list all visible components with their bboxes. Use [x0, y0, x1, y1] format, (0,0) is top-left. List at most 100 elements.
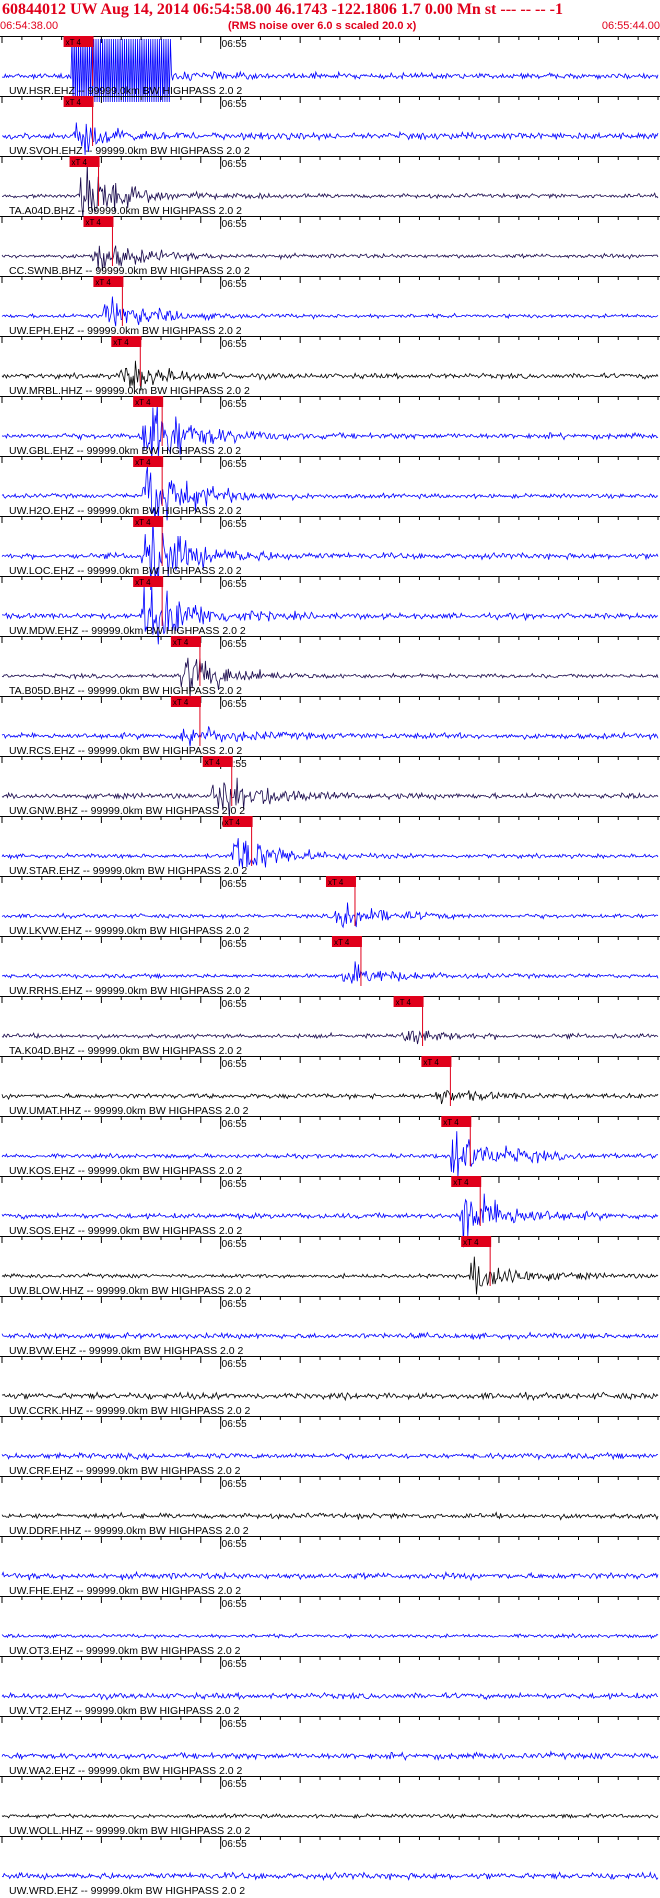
waveform — [1, 162, 659, 217]
pick-label: xT 4 — [334, 938, 350, 947]
pick-flag — [133, 516, 164, 527]
pick-flag — [325, 876, 356, 887]
minute-marker-label: 06:55 — [222, 1179, 247, 1190]
pick-flag — [222, 816, 253, 827]
trace-row: 06:55 xT 4 UW.SOS.EHZ -- 99999.0km BW HIGH… — [0, 1176, 660, 1248]
minute-marker-label: 06:55 — [222, 219, 247, 230]
pick-label: xT 4 — [135, 578, 151, 587]
pick-flag — [441, 1116, 472, 1127]
trace-row: 06:55 UW.BVW.EHZ -- 99999.0km BW HIGHPASS… — [0, 1296, 660, 1357]
station-label: UW.KOS.EHZ -- 99999.0km BW HIGHPASS 2.0 … — [9, 1165, 242, 1177]
station-label: UW.WA2.EHZ -- 99999.0km BW HIGHPASS 2.0 … — [9, 1765, 243, 1777]
minute-marker-label: 06:55 — [222, 459, 247, 470]
minute-marker-label: 06:55 — [222, 759, 247, 770]
pick-flag — [63, 36, 94, 47]
pick-label: xT 4 — [66, 38, 82, 47]
station-label: UW.WRD.EHZ -- 99999.0km BW HIGHPASS 2.0 … — [9, 1885, 245, 1897]
pick-flag — [93, 276, 124, 287]
station-label: UW.SVOH.EHZ -- 99999.0km BW HIGHPASS 2.0… — [9, 145, 250, 157]
waveform — [1, 1331, 659, 1341]
minute-marker-label: 06:55 — [222, 1239, 247, 1250]
waveform — [1, 777, 659, 818]
waveform — [1, 1451, 658, 1461]
station-label: UW.BLOW.HHZ -- 99999.0km BW HIGHPASS 2.0… — [9, 1285, 251, 1297]
waveform — [1, 584, 659, 645]
minute-marker-label: 06:55 — [222, 1419, 247, 1430]
waveform — [1, 1812, 659, 1820]
minute-marker-label: 06:55 — [222, 1359, 247, 1370]
minute-marker-label: 06:55 — [222, 1539, 247, 1550]
waveform — [1, 902, 659, 929]
minute-marker-label: 06:55 — [222, 1719, 247, 1730]
pick-label: xT 4 — [173, 698, 189, 707]
trace-row: 06:55 xT 4 UW.RCS.EHZ -- 99999.0km BW HIGH… — [0, 696, 660, 757]
minute-marker-label: 06:55 — [222, 1659, 247, 1670]
minute-marker-label: 06:55 — [222, 1299, 247, 1310]
pick-flag — [170, 696, 201, 707]
minute-marker-label: 06:55 — [222, 879, 247, 890]
pick-flag — [83, 216, 114, 227]
minute-marker-label: 06:55 — [222, 1059, 247, 1070]
pick-flag — [133, 576, 164, 587]
trace-row: 06:55 UW.WRD.EHZ -- 99999.0km BW HIGHPASS… — [0, 1836, 660, 1897]
pick-label: xT 4 — [423, 1058, 439, 1067]
station-label: UW.FHE.EHZ -- 99999.0km BW HIGHPASS 2.0 … — [9, 1585, 241, 1597]
trace-row: 06:55 UW.WA2.EHZ -- 99999.0km BW HIGHPASS… — [0, 1716, 660, 1777]
pick-flag — [63, 96, 94, 107]
waveform — [1, 1871, 659, 1882]
trace-row: 06:55 xT 4 UW.KOS.EHZ -- 99999.0km BW HIGH… — [0, 1116, 660, 1178]
plot-header: 60844012 UW Aug 14, 2014 06:54:58.00 46.… — [0, 0, 660, 38]
station-label: UW.GNW.BHZ -- 99999.0km BW HIGHPASS 2.0 … — [9, 805, 245, 817]
trace-row: 06:55 UW.FHE.EHZ -- 99999.0km BW HIGHPASS… — [0, 1536, 660, 1597]
waveform — [1, 1570, 659, 1582]
waveform — [1, 1632, 659, 1640]
pick-label: xT 4 — [225, 818, 241, 827]
trace-row: 06:55 xT 4 TA.A04D.BHZ -- 99999.0km BW HIG… — [0, 156, 660, 217]
waveform — [2, 961, 659, 984]
station-label: UW.VT2.EHZ -- 99999.0km BW HIGHPASS 2.0 … — [9, 1705, 239, 1717]
trace-row: 06:55 xT 4 UW.EPH.EHZ -- 99999.0km BW HIGH… — [0, 276, 660, 337]
waveform — [1, 1193, 659, 1248]
station-label: UW.STAR.EHZ -- 99999.0km BW HIGHPASS 2.0… — [9, 865, 247, 877]
waveform — [1, 1391, 659, 1402]
pick-flag — [421, 1056, 452, 1067]
station-label: CC.SWNB.BHZ -- 99999.0km BW HIGHPASS 2.0… — [9, 265, 250, 277]
end-time: 06:55:44.00 — [601, 20, 660, 32]
waveform — [1, 1256, 659, 1295]
trace-row: 06:55 xT 4 UW.HSR.EHZ -- 99999.0km BW HIGH… — [0, 36, 660, 103]
station-label: UW.GBL.EHZ -- 99999.0km BW HIGHPASS 2.0 … — [9, 445, 241, 457]
event-title: 60844012 UW Aug 14, 2014 06:54:58.00 46.… — [2, 1, 563, 18]
waveform — [1, 122, 659, 155]
station-label: UW.H2O.EHZ -- 99999.0km BW HIGHPASS 2.0 … — [9, 505, 242, 517]
station-label: UW.WOLL.HHZ -- 99999.0km BW HIGHPASS 2.0… — [9, 1825, 251, 1837]
pick-label: xT 4 — [453, 1178, 469, 1187]
waveform — [1, 657, 659, 697]
minute-marker-label: 06:55 — [222, 579, 247, 590]
station-label: UW.BVW.EHZ -- 99999.0km BW HIGHPASS 2.0 … — [9, 1345, 244, 1357]
minute-marker-label: 06:55 — [222, 99, 247, 110]
station-label: TA.B05D.BHZ -- 99999.0km BW HIGHPASS 2.0… — [9, 685, 242, 697]
waveform — [1, 245, 659, 272]
minute-marker-label: 06:55 — [222, 1119, 247, 1130]
trace-row: 06:55 xT 4 UW.SVOH.EHZ -- 99999.0km BW HIG… — [0, 96, 660, 157]
waveform — [1, 726, 659, 747]
waveform — [1, 838, 659, 868]
minute-marker-label: 06:55 — [222, 699, 247, 710]
trace-row: 06:55 UW.OT3.EHZ -- 99999.0km BW HIGHPASS… — [0, 1596, 660, 1657]
minute-marker-label: 06:55 — [222, 1779, 247, 1790]
minute-marker-label: 06:55 — [222, 1599, 247, 1610]
minute-marker-label: 06:55 — [222, 399, 247, 410]
station-label: UW.OT3.EHZ -- 99999.0km BW HIGHPASS 2.0 … — [9, 1645, 241, 1657]
pick-flag — [331, 936, 362, 947]
station-label: UW.RRHS.EHZ -- 99999.0km BW HIGHPASS 2.0… — [9, 985, 250, 997]
trace-row: 06:55 xT 4 TA.K04D.BHZ -- 99999.0km BW HIG… — [0, 996, 660, 1057]
station-label: TA.A04D.BHZ -- 99999.0km BW HIGHPASS 2.0… — [9, 205, 242, 217]
minute-marker-label: 06:55 — [222, 639, 247, 650]
pick-flag — [133, 396, 164, 407]
pick-label: xT 4 — [173, 638, 189, 647]
